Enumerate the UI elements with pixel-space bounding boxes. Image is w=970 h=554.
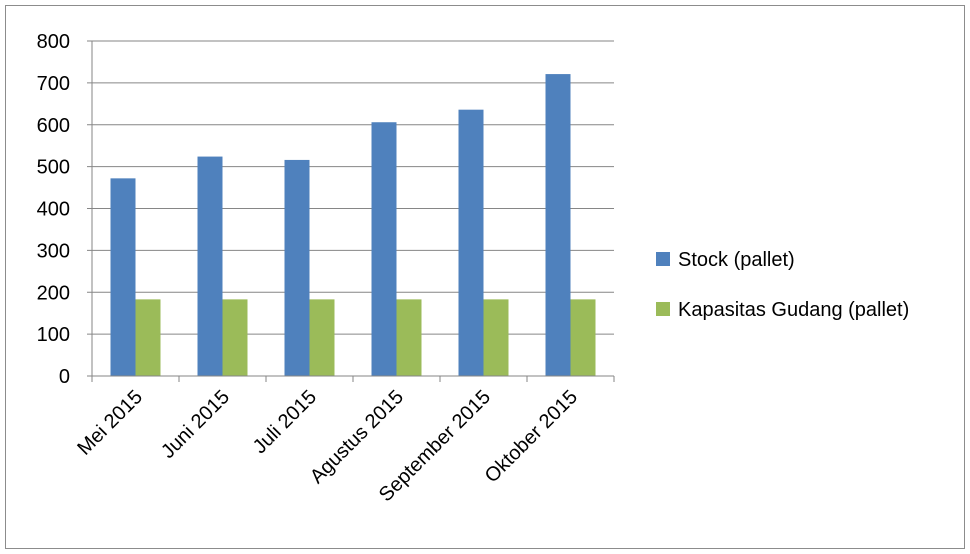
legend-swatch — [656, 252, 670, 266]
bar-kapasitas-gudang — [309, 299, 335, 376]
y-tick-label: 500 — [37, 157, 70, 179]
bar-kapasitas-gudang — [396, 299, 422, 376]
bar-stock — [545, 74, 571, 377]
y-tick-label: 200 — [37, 282, 70, 304]
bar-kapasitas-gudang — [222, 299, 248, 376]
y-tick-label: 700 — [37, 73, 70, 95]
legend-label: Stock (pallet) — [678, 249, 795, 271]
y-tick-label: 400 — [37, 199, 70, 221]
bar-stock — [284, 159, 310, 376]
bars — [110, 74, 596, 377]
x-tick-label: Oktober 2015 — [481, 386, 582, 487]
y-axis-tick-labels: 0 100 200 300 400 500 600 700 800 — [37, 31, 70, 388]
x-tick-label: Juni 2015 — [157, 386, 234, 463]
x-tick-label: Mei 2015 — [73, 386, 147, 460]
legend-swatch — [656, 302, 670, 316]
y-tick-label: 0 — [59, 366, 70, 388]
bar-kapasitas-gudang — [483, 299, 509, 376]
legend: Stock (pallet) Kapasitas Gudang (pallet) — [656, 249, 909, 321]
bar-kapasitas-gudang — [135, 299, 161, 376]
axes — [87, 40, 615, 382]
bar-stock — [110, 178, 136, 376]
bar-stock — [197, 156, 223, 376]
bar-stock — [458, 109, 484, 377]
y-tick-label: 100 — [37, 324, 70, 346]
y-tick-label: 300 — [37, 240, 70, 262]
gridlines — [92, 40, 614, 335]
y-tick-label: 800 — [37, 31, 70, 53]
chart-frame — [5, 5, 965, 549]
legend-label: Kapasitas Gudang (pallet) — [678, 299, 909, 321]
bar-stock — [371, 122, 397, 376]
bar-kapasitas-gudang — [570, 299, 596, 376]
y-tick-label: 600 — [37, 115, 70, 137]
x-tick-label: Juli 2015 — [249, 386, 321, 458]
